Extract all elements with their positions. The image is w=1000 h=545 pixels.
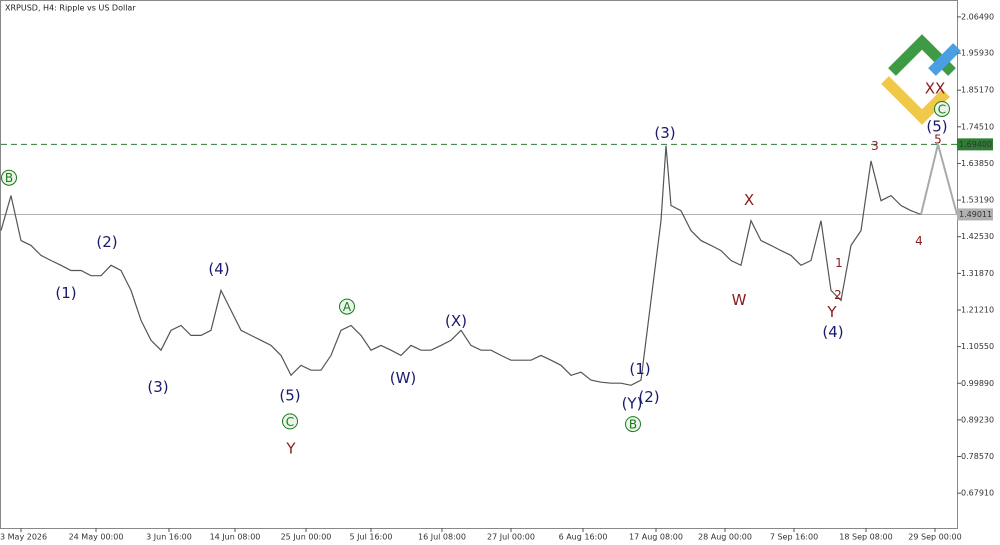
x-tick-label: 27 Jul 00:00: [487, 533, 535, 542]
wave-label: B: [5, 171, 13, 185]
x-tick-label: 3 Jun 16:00: [146, 533, 192, 542]
wave-label: (2): [638, 388, 659, 406]
wave-label: W: [732, 291, 747, 309]
price-label: 1.69400: [959, 140, 992, 149]
logo-part: [881, 76, 950, 125]
wave-label: (W): [390, 369, 417, 387]
y-tick-label: 2.06490: [961, 12, 994, 21]
y-tick-label: 1.63850: [961, 159, 994, 168]
x-tick-label: 13 May 2026: [0, 533, 47, 542]
x-tick-label: 7 Sep 16:00: [770, 533, 818, 542]
y-tick-label: 0.99890: [961, 379, 994, 388]
wave-circle: [282, 413, 298, 430]
wave-label: (5): [926, 117, 947, 135]
x-tick-label: 25 Jun 00:00: [281, 533, 332, 542]
price-box: [957, 208, 993, 221]
wave-label: C: [286, 415, 294, 429]
wave-label: (3): [147, 378, 168, 396]
x-tick-label: 5 Jul 16:00: [350, 533, 393, 542]
x-tick-label: 28 Aug 00:00: [698, 533, 752, 542]
wave-circle: [934, 100, 950, 117]
wave-circle: [1, 169, 17, 186]
x-tick-label: 24 May 00:00: [69, 533, 124, 542]
x-tick-label: 18 Sep 08:00: [839, 533, 892, 542]
logo-part: [928, 43, 961, 76]
x-tick-label: 17 Aug 08:00: [629, 533, 683, 542]
wave-label: (2): [96, 233, 117, 251]
wave-label: (4): [822, 323, 843, 341]
y-tick-label: 1.31870: [961, 269, 994, 278]
wave-label: (Y): [622, 395, 643, 413]
y-tick-label: 1.74510: [961, 122, 994, 131]
y-tick-label: 0.89230: [961, 415, 994, 424]
x-tick-label: 16 Jul 08:00: [418, 533, 466, 542]
wave-label: X: [744, 191, 754, 209]
wave-label: XX: [925, 80, 946, 98]
wave-label: Y: [826, 303, 837, 321]
logo: [881, 34, 961, 125]
wave-label: 4: [915, 234, 923, 248]
y-tick-label: 1.21210: [961, 305, 994, 314]
y-tick-label: 0.67910: [961, 489, 994, 498]
wave-label: B: [629, 418, 637, 432]
wave-circle: [339, 298, 355, 315]
y-tick-label: 1.42530: [961, 232, 994, 241]
chart-title: XRPUSD, H4: Ripple vs US Dollar: [5, 4, 136, 13]
y-tick-label: 0.78570: [961, 452, 994, 461]
y-tick-label: 1.95930: [961, 49, 994, 58]
x-tick-label: 14 Jun 08:00: [210, 533, 261, 542]
x-tick-label: 29 Sep 00:00: [908, 533, 961, 542]
x-tick-label: 6 Aug 16:00: [559, 533, 608, 542]
y-tick-label: 1.10550: [961, 342, 994, 351]
wave-label: 5: [934, 132, 942, 146]
wave-label: 1: [835, 256, 843, 270]
wave-label: (1): [629, 360, 650, 378]
y-tick-label: 1.53190: [961, 196, 994, 205]
wave-label: (3): [654, 124, 675, 142]
wave-label: C: [938, 102, 946, 116]
wave-label: 3: [871, 139, 879, 153]
price-label: 1.49011: [959, 210, 992, 219]
wave-circle: [625, 416, 641, 433]
wave-label: (X): [445, 312, 467, 330]
wave-label: (5): [279, 387, 300, 405]
wave-label: Y: [285, 440, 296, 458]
wave-label: (4): [208, 260, 229, 278]
wave-label: 2: [834, 288, 842, 302]
price-line-series: [920, 144, 958, 215]
price-line-series: [0, 145, 922, 386]
plot-frame: [0, 0, 958, 529]
wave-label: (1): [55, 284, 76, 302]
wave-label: A: [343, 300, 352, 314]
price-box: [957, 138, 993, 151]
y-tick-label: 1.85170: [961, 86, 994, 95]
